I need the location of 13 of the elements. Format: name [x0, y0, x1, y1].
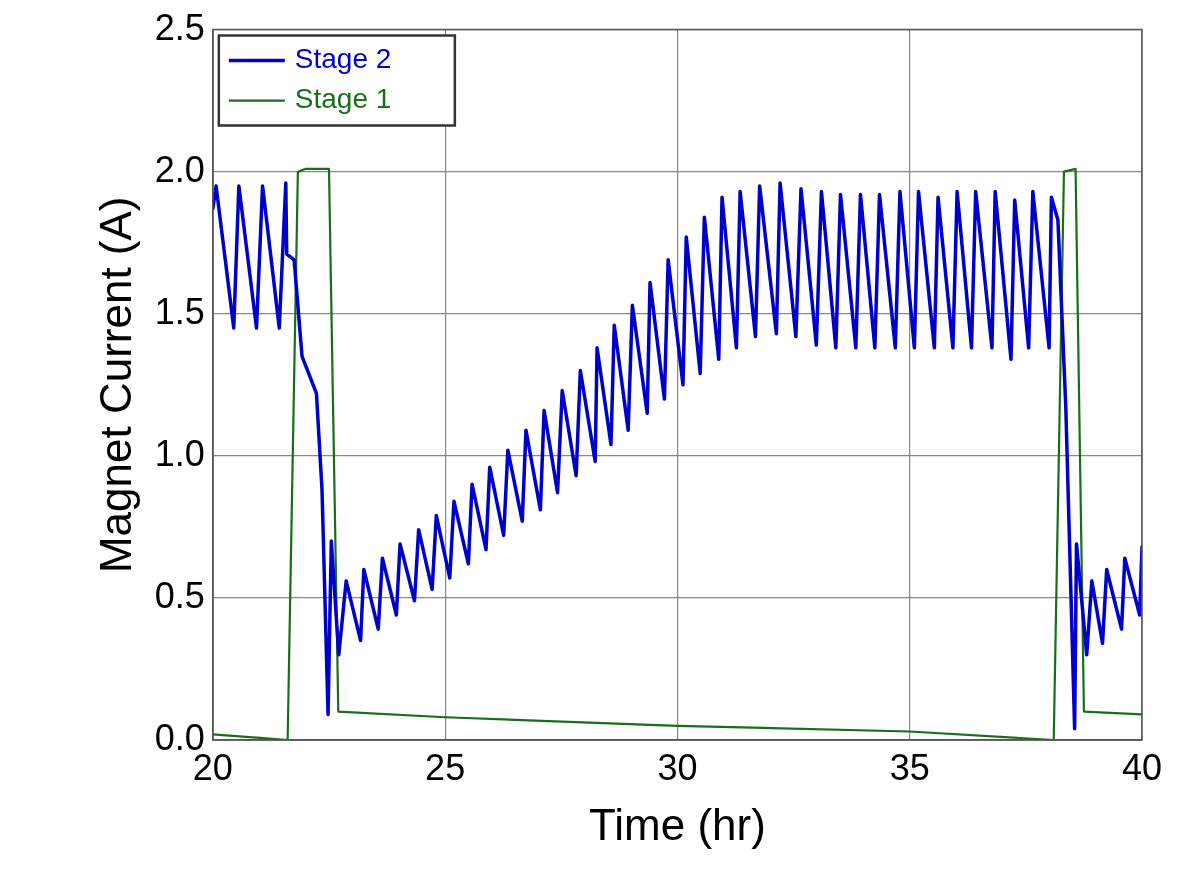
x-tick-label: 35 — [889, 746, 930, 788]
y-tick-label: 2.0 — [154, 148, 205, 190]
y-axis-title: Magnet Current (A) — [90, 196, 140, 574]
legend-label: Stage 1 — [294, 83, 392, 115]
x-tick-label: 40 — [1121, 746, 1163, 788]
y-tick-label: 0.5 — [154, 574, 205, 616]
x-axis-title: Time (hr) — [589, 799, 766, 849]
x-tick-label: 25 — [425, 746, 466, 788]
y-tick-label: 1.5 — [154, 290, 205, 332]
y-tick-label: 1.0 — [154, 432, 205, 474]
y-tick-label: 2.5 — [154, 6, 205, 48]
legend-label: Stage 2 — [294, 43, 392, 75]
x-tick-label: 30 — [657, 746, 698, 788]
